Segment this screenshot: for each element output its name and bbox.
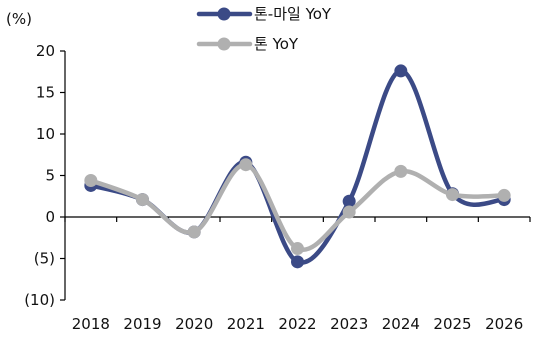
y-tick-label: 5 (45, 167, 55, 185)
series-line (88, 162, 507, 252)
data-point (187, 225, 201, 239)
y-tick-label: 15 (36, 84, 55, 102)
series-layer (84, 64, 511, 269)
data-point (84, 173, 98, 187)
data-point (342, 205, 356, 219)
y-axis-unit-label: (%) (6, 10, 32, 28)
y-tick-label: 10 (36, 125, 55, 143)
x-tick-label: 2019 (123, 315, 161, 333)
data-point (342, 194, 356, 208)
y-tick-label: (5) (34, 250, 55, 268)
data-point (394, 64, 408, 78)
data-point (446, 188, 459, 202)
data-point (497, 188, 511, 202)
x-tick-label: 2024 (382, 315, 420, 333)
x-tick-label: 2025 (433, 315, 471, 333)
x-tick-label: 2018 (72, 315, 110, 333)
x-tick-label: 2026 (485, 315, 523, 333)
data-point (239, 158, 253, 172)
legend-label: 톤 YoY (254, 35, 299, 53)
x-tick-label: 2022 (278, 315, 316, 333)
data-point (291, 242, 304, 256)
series-line (88, 68, 507, 265)
x-tick-label: 2023 (330, 315, 368, 333)
y-tick-label: (10) (24, 291, 55, 309)
axes: 20 15 10 5 0 (5) (10) 2018 2019 2020 2021 2022 2023 2… (24, 42, 531, 333)
data-point (136, 193, 149, 207)
legend-label: 톤-마일 YoY (254, 5, 332, 23)
y-tick-label: 20 (36, 42, 55, 60)
series-ton-yoy (84, 158, 511, 256)
legend-item: 톤 YoY (196, 35, 299, 53)
data-point (394, 164, 408, 178)
data-point (291, 255, 304, 269)
y-tick-label: 0 (45, 208, 55, 226)
legend-item: 톤-마일 YoY (196, 5, 332, 23)
x-tick-label: 2020 (175, 315, 213, 333)
x-tick-label: 2021 (227, 315, 265, 333)
series-ton-mile-yoy (84, 64, 511, 269)
legend-swatch-marker (217, 7, 231, 21)
legend-swatch-marker (217, 37, 231, 51)
legend: 톤-마일 YoY 톤 YoY (196, 5, 332, 53)
